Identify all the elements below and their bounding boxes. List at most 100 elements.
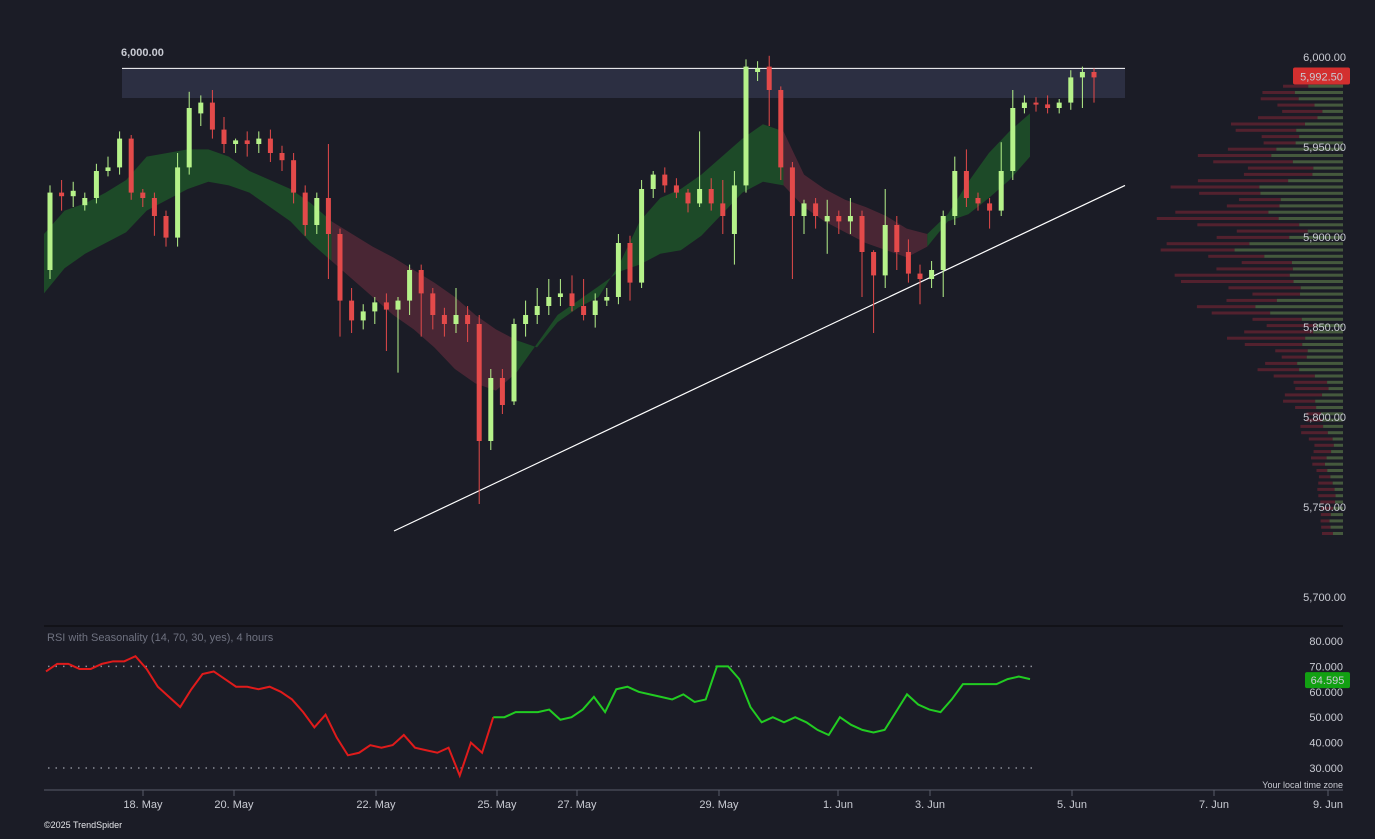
timezone-note[interactable]: Your local time zone xyxy=(1262,780,1343,790)
volume-profile-buy xyxy=(1332,532,1343,535)
volume-profile-buy xyxy=(1264,254,1343,258)
candle-body xyxy=(975,198,981,204)
volume-profile-sell xyxy=(1283,399,1316,403)
volume-profile-sell xyxy=(1260,97,1299,101)
volume-profile-buy xyxy=(1314,103,1343,107)
candle-body xyxy=(673,185,679,193)
time-tick-label: 3. Jun xyxy=(915,799,945,811)
candle-body xyxy=(929,270,935,279)
volume-profile-buy xyxy=(1294,91,1343,94)
volume-profile-buy xyxy=(1327,380,1343,384)
volume-profile-sell xyxy=(1247,166,1314,170)
volume-profile-sell xyxy=(1314,443,1334,447)
volume-profile-buy xyxy=(1314,374,1343,378)
candle-body xyxy=(952,171,958,216)
last-price-label: 5,992.50 xyxy=(1300,72,1343,84)
candle-body xyxy=(349,300,355,321)
rsi-indicator-label[interactable]: RSI with Seasonality (14, 70, 30, yes), … xyxy=(47,632,274,644)
candle-body xyxy=(1010,108,1016,171)
candle-body xyxy=(93,171,99,198)
candle-body xyxy=(650,174,656,189)
volume-profile-sell xyxy=(1252,292,1301,296)
candle-body xyxy=(987,203,993,211)
volume-profile-buy xyxy=(1333,506,1343,510)
volume-profile-buy xyxy=(1312,172,1343,176)
candle-body xyxy=(592,300,598,315)
volume-profile-buy xyxy=(1313,330,1343,334)
candle-body xyxy=(256,138,262,144)
candle-body xyxy=(279,153,285,161)
volume-profile-buy xyxy=(1315,399,1343,403)
volume-profile-buy xyxy=(1276,147,1343,151)
volume-profile-buy xyxy=(1307,349,1343,353)
resistance-zone-layer xyxy=(122,68,1125,98)
drawing-lines-layer[interactable] xyxy=(122,67,1126,532)
volume-profile-sell xyxy=(1170,185,1260,189)
ema-band-bear-2 xyxy=(783,131,928,258)
candle-body xyxy=(847,216,853,222)
volume-profile-buy xyxy=(1234,248,1343,252)
volume-profile-buy xyxy=(1298,97,1343,101)
volume-profile-layer xyxy=(1156,78,1343,535)
volume-profile-buy xyxy=(1276,298,1343,302)
candle-body xyxy=(476,324,482,441)
candle-body xyxy=(627,243,633,283)
candle-body xyxy=(789,167,795,216)
volume-profile-buy xyxy=(1299,135,1343,139)
price-axis[interactable]: 6,000.00 5,950.00 5,900.00 5,850.00 5,800.00… xyxy=(1293,52,1350,604)
volume-profile-sell xyxy=(1216,267,1293,271)
volume-profile-buy xyxy=(1297,361,1343,365)
volume-profile-buy xyxy=(1293,280,1343,283)
candle-body xyxy=(175,167,181,238)
candle-body xyxy=(383,302,389,310)
volume-profile-buy xyxy=(1322,109,1343,113)
candle-body xyxy=(720,203,726,216)
candle-body xyxy=(871,252,877,276)
time-tick-label: 20. May xyxy=(214,799,254,811)
volume-profile-sell xyxy=(1199,191,1261,195)
candle-body xyxy=(395,300,401,310)
volume-profile-sell xyxy=(1258,116,1318,120)
time-tick-label: 5. Jun xyxy=(1057,799,1087,811)
candle-body xyxy=(963,171,969,198)
volume-profile-buy xyxy=(1335,500,1343,504)
volume-profile-buy xyxy=(1333,443,1343,447)
volume-profile-buy xyxy=(1305,336,1343,340)
volume-profile-buy xyxy=(1316,406,1343,409)
volume-profile-buy xyxy=(1306,355,1343,359)
candle-body xyxy=(557,293,563,297)
volume-profile-buy xyxy=(1321,412,1343,416)
volume-profile-buy xyxy=(1317,116,1343,120)
volume-profile-sell xyxy=(1284,393,1323,397)
candle-body xyxy=(905,252,911,274)
volume-profile-sell xyxy=(1265,361,1298,365)
volume-profile-sell xyxy=(1238,198,1281,202)
time-axis[interactable]: 18. May 20. May 22. May 25. May 27. May 29. M… xyxy=(44,789,1343,811)
volume-profile-sell xyxy=(1175,210,1269,214)
volume-profile-buy xyxy=(1291,261,1343,265)
candle-body xyxy=(291,160,297,193)
candle-body xyxy=(882,225,888,276)
volume-profile-sell xyxy=(1261,135,1300,139)
volume-profile-sell xyxy=(1197,223,1300,227)
copyright: ©2025 TrendSpider xyxy=(44,820,123,830)
ema-band-bull-1 xyxy=(44,149,332,294)
candle-body xyxy=(244,140,250,144)
time-tick-label: 29. May xyxy=(699,799,739,811)
candle-body xyxy=(859,216,865,252)
volume-profile-sell xyxy=(1180,280,1294,283)
trendline[interactable] xyxy=(393,184,1126,532)
volume-profile-sell xyxy=(1226,298,1277,302)
time-tick-label: 22. May xyxy=(356,799,396,811)
volume-profile-sell xyxy=(1208,254,1265,258)
rsi-tick-label: 60.000 xyxy=(1309,687,1343,699)
time-tick-label: 18. May xyxy=(123,799,163,811)
volume-profile-buy xyxy=(1322,418,1343,422)
volume-profile-sell xyxy=(1277,103,1315,107)
volume-profile-sell xyxy=(1156,217,1279,220)
volume-profile-sell xyxy=(1320,500,1336,504)
candles-layer xyxy=(47,55,1097,504)
rsi-value-badge xyxy=(1305,672,1350,689)
volume-profile-sell xyxy=(1235,128,1297,132)
